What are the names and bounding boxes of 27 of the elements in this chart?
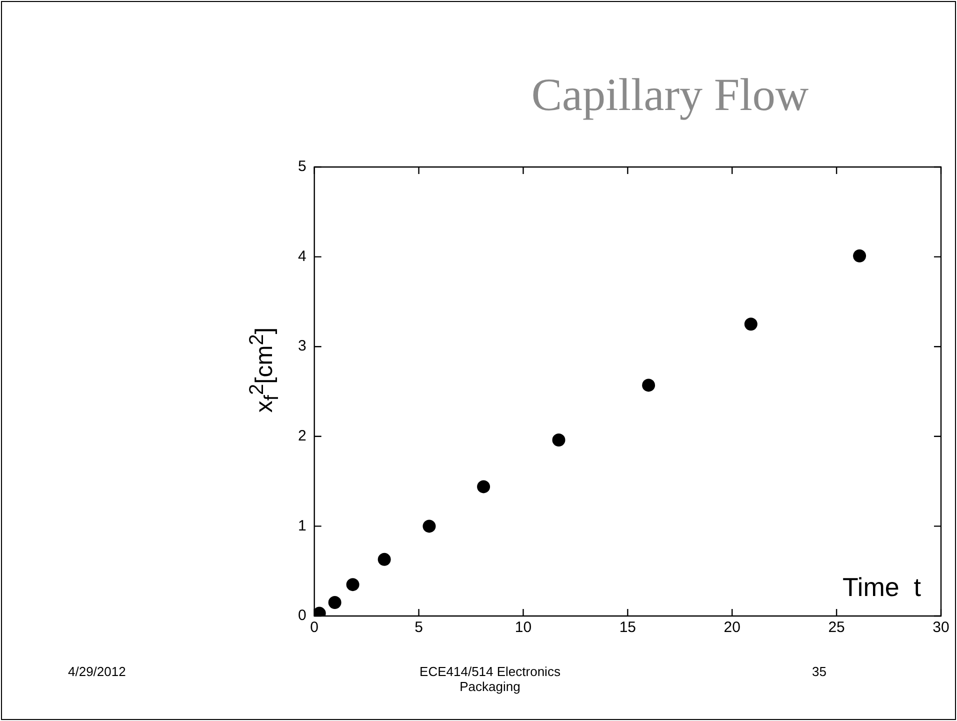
text: 35 (812, 664, 826, 679)
x-tick-label: 20 (724, 619, 740, 636)
chart-title: Capillary Flow (530, 68, 810, 121)
x-tick-label: 10 (514, 619, 532, 636)
point (378, 552, 391, 566)
point (642, 378, 656, 392)
point (552, 433, 566, 446)
x-tick-label: 15 (619, 619, 636, 636)
y-tick-label: 4 (298, 248, 306, 265)
x-axis-title: Time t (842, 572, 922, 602)
x-tick-label: 0 (310, 619, 319, 636)
y-tick-label: 0 (298, 607, 306, 624)
y-tick-label: 3 (298, 338, 306, 355)
point (422, 520, 436, 533)
x-tick-label: 25 (828, 619, 845, 636)
x-tick-label: 5 (414, 619, 423, 636)
point (477, 480, 490, 494)
text: ECE414/514 Electronics Packaging (418, 664, 562, 694)
point (346, 578, 360, 592)
point (328, 596, 342, 610)
y-tick-label: 5 (298, 158, 306, 176)
y-tick-label: 1 (298, 517, 306, 534)
text: 4/29/2012 (68, 664, 126, 679)
y-tick-label: 2 (298, 428, 306, 445)
point (744, 318, 758, 331)
point (853, 249, 866, 262)
x-tick-label: 30 (932, 619, 950, 636)
